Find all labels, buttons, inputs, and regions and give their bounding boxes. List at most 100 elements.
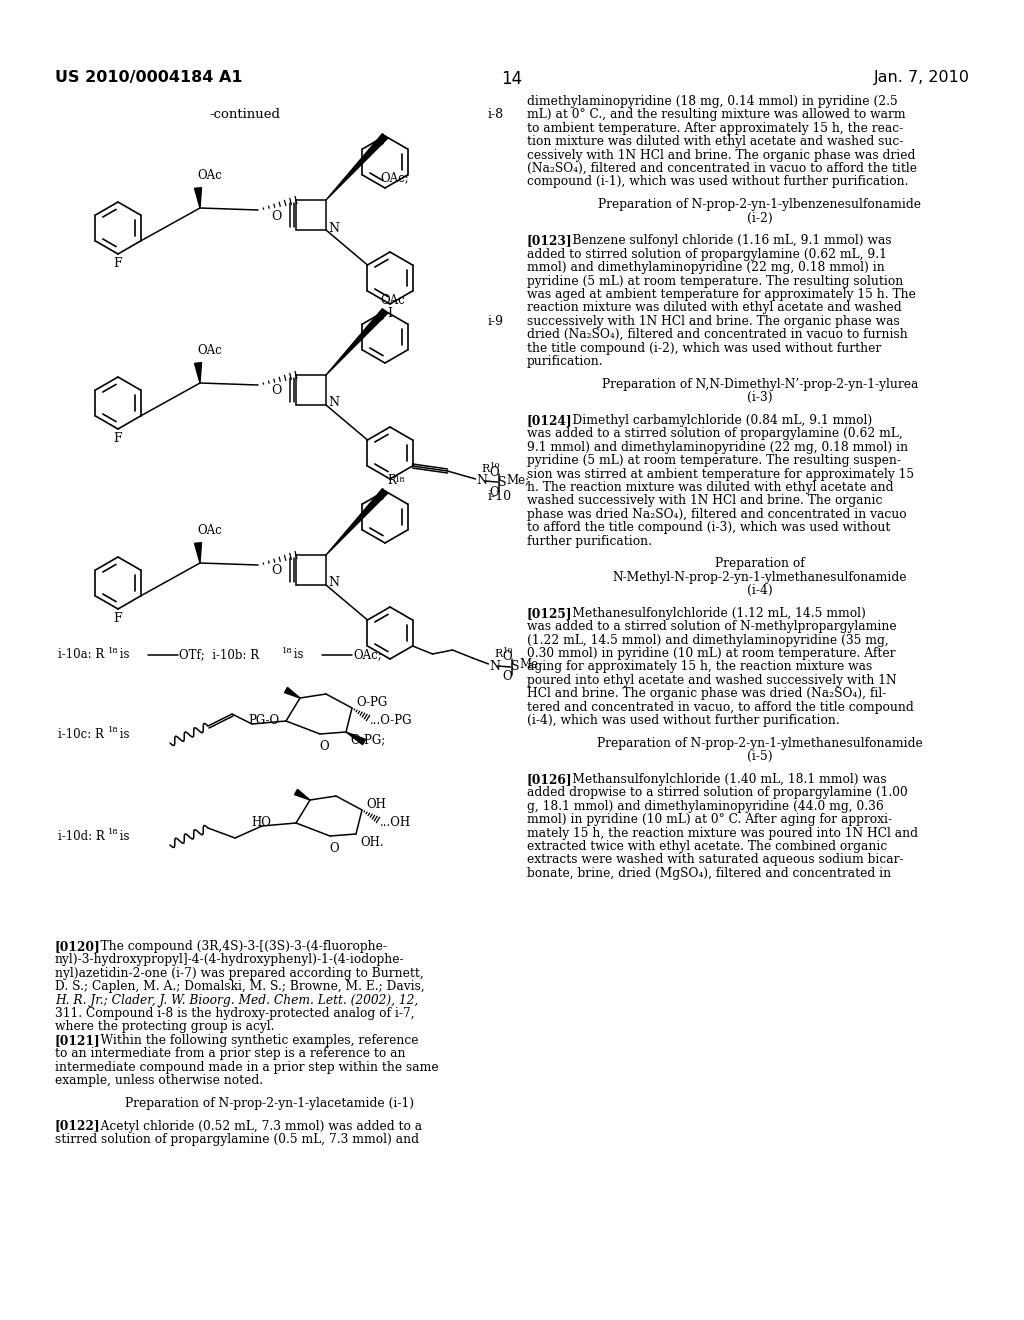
Text: (Na₂SO₄), filtered and concentrated in vacuo to afford the title: (Na₂SO₄), filtered and concentrated in v… [527,162,918,176]
Text: sion was stirred at ambient temperature for approximately 15: sion was stirred at ambient temperature … [527,467,914,480]
Text: OH.: OH. [360,836,384,849]
Text: O: O [270,210,282,223]
Text: is: is [116,829,129,842]
Text: the title compound (i-2), which was used without further: the title compound (i-2), which was used… [527,342,882,355]
Text: tered and concentrated in vacuo, to afford the title compound: tered and concentrated in vacuo, to affo… [527,701,913,714]
Text: mmol) in pyridine (10 mL) at 0° C. After aging for approxi-: mmol) in pyridine (10 mL) at 0° C. After… [527,813,892,826]
Text: 10: 10 [503,647,513,655]
Text: reaction mixture was diluted with ethyl acetate and washed: reaction mixture was diluted with ethyl … [527,301,901,314]
Text: O: O [329,842,339,855]
Text: i-10a: R: i-10a: R [58,648,104,661]
Text: F: F [114,432,122,445]
Text: N: N [328,222,339,235]
Text: OH: OH [366,799,386,812]
Text: 18: 18 [108,647,119,655]
Polygon shape [326,488,387,554]
Text: R: R [387,474,396,487]
Text: 18: 18 [282,647,293,655]
Text: Benzene sulfonyl chloride (1.16 mL, 9.1 mmol) was: Benzene sulfonyl chloride (1.16 mL, 9.1 … [557,235,892,247]
Text: OAc: OAc [380,294,404,308]
Text: ...OH: ...OH [380,816,411,829]
Text: S: S [498,475,506,488]
Text: Dimethyl carbamylchloride (0.84 mL, 9.1 mmol): Dimethyl carbamylchloride (0.84 mL, 9.1 … [557,414,872,426]
Text: OAc;: OAc; [353,648,382,661]
Text: Methansulfonylchloride (1.40 mL, 18.1 mmol) was: Methansulfonylchloride (1.40 mL, 18.1 mm… [557,774,887,785]
Text: O: O [503,671,512,684]
Text: N-Methyl-N-prop-2-yn-1-ylmethanesulfonamide: N-Methyl-N-prop-2-yn-1-ylmethanesulfonam… [612,570,907,583]
Text: O-PG;: O-PG; [350,734,385,747]
Polygon shape [195,543,202,564]
Text: h. The reaction mixture was diluted with ethyl acetate and: h. The reaction mixture was diluted with… [527,480,894,494]
Text: -continued: -continued [210,108,281,121]
Polygon shape [295,789,310,800]
Text: intermediate compound made in a prior step within the same: intermediate compound made in a prior st… [55,1060,438,1073]
Text: was added to a stirred solution of propargylamine (0.62 mL,: was added to a stirred solution of propa… [527,428,903,441]
Text: dried (Na₂SO₄), filtered and concentrated in vacuo to furnish: dried (Na₂SO₄), filtered and concentrate… [527,329,907,341]
Text: (i-2): (i-2) [748,211,773,224]
Text: (i-4), which was used without further purification.: (i-4), which was used without further pu… [527,714,840,727]
Text: was added to a stirred solution of N-methylpropargylamine: was added to a stirred solution of N-met… [527,620,897,634]
Polygon shape [326,309,387,375]
Text: H. R. Jr.; Clader, J. W. Bioorg. Med. Chem. Lett. (2002), 12,: H. R. Jr.; Clader, J. W. Bioorg. Med. Ch… [55,994,418,1007]
Text: added to stirred solution of propargylamine (0.62 mL, 9.1: added to stirred solution of propargylam… [527,248,887,261]
Text: F: F [114,257,122,271]
Text: Preparation of N-prop-2-yn-1-ylacetamide (i-1): Preparation of N-prop-2-yn-1-ylacetamide… [125,1097,415,1110]
Text: g, 18.1 mmol) and dimethylaminopyridine (44.0 mg, 0.36: g, 18.1 mmol) and dimethylaminopyridine … [527,800,884,813]
Text: to an intermediate from a prior step is a reference to an: to an intermediate from a prior step is … [55,1047,406,1060]
Text: further purification.: further purification. [527,535,652,548]
Text: 311. Compound i-8 is the hydroxy-protected analog of i-7,: 311. Compound i-8 is the hydroxy-protect… [55,1007,415,1020]
Text: HO: HO [251,817,271,829]
Text: S: S [511,660,519,673]
Text: is: is [116,727,129,741]
Text: 9.1 mmol) and dimethylaminopyridine (22 mg, 0.18 mmol) in: 9.1 mmol) and dimethylaminopyridine (22 … [527,441,908,454]
Text: phase was dried Na₂SO₄), filtered and concentrated in vacuo: phase was dried Na₂SO₄), filtered and co… [527,508,906,520]
Text: stirred solution of propargylamine (0.5 mL, 7.3 mmol) and: stirred solution of propargylamine (0.5 … [55,1133,419,1146]
Text: mmol) and dimethylaminopyridine (22 mg, 0.18 mmol) in: mmol) and dimethylaminopyridine (22 mg, … [527,261,885,275]
Text: 14: 14 [502,70,522,88]
Text: Jan. 7, 2010: Jan. 7, 2010 [874,70,970,84]
Text: i-9: i-9 [488,315,504,327]
Text: Me: Me [519,659,539,672]
Text: 18: 18 [108,726,119,734]
Text: example, unless otherwise noted.: example, unless otherwise noted. [55,1074,263,1086]
Text: Methanesulfonylchloride (1.12 mL, 14.5 mmol): Methanesulfonylchloride (1.12 mL, 14.5 m… [557,607,866,620]
Text: The compound (3R,4S)-3-[(3S)-3-(4-fluorophe-: The compound (3R,4S)-3-[(3S)-3-(4-fluoro… [85,940,387,953]
Text: O: O [489,466,499,479]
Text: tion mixture was diluted with ethyl acetate and washed suc-: tion mixture was diluted with ethyl acet… [527,135,903,148]
Text: [0123]: [0123] [527,235,572,247]
Text: Acetyl chloride (0.52 mL, 7.3 mmol) was added to a: Acetyl chloride (0.52 mL, 7.3 mmol) was … [85,1119,423,1133]
Text: 18: 18 [395,477,406,484]
Text: [0121]: [0121] [55,1034,100,1047]
Text: aging for approximately 15 h, the reaction mixture was: aging for approximately 15 h, the reacti… [527,660,872,673]
Text: i-10: i-10 [488,490,512,503]
Text: Preparation of N-prop-2-yn-1-ylbenzenesulfonamide: Preparation of N-prop-2-yn-1-ylbenzenesu… [598,198,922,211]
Text: purification.: purification. [527,355,603,368]
Text: successively with 1N HCl and brine. The organic phase was: successively with 1N HCl and brine. The … [527,314,900,327]
Text: where the protecting group is acyl.: where the protecting group is acyl. [55,1020,274,1034]
Text: 0.30 mmol) in pyridine (10 mL) at room temperature. After: 0.30 mmol) in pyridine (10 mL) at room t… [527,647,896,660]
Text: ...O-PG: ...O-PG [370,714,413,726]
Text: to afford the title compound (i-3), which was used without: to afford the title compound (i-3), whic… [527,521,891,535]
Text: (i-4): (i-4) [748,583,773,597]
Text: R: R [481,465,489,474]
Text: OAc: OAc [197,345,222,356]
Text: [0124]: [0124] [527,414,572,426]
Text: (i-5): (i-5) [748,750,773,763]
Text: D. S.; Caplen, M. A.; Domalski, M. S.; Browne, M. E.; Davis,: D. S.; Caplen, M. A.; Domalski, M. S.; B… [55,981,425,993]
Text: poured into ethyl acetate and washed successively with 1N: poured into ethyl acetate and washed suc… [527,675,897,686]
Text: 10: 10 [489,462,500,470]
Text: N: N [328,396,339,409]
Text: [0122]: [0122] [55,1119,100,1133]
Text: i-10c: R: i-10c: R [58,727,103,741]
Text: HCl and brine. The organic phase was dried (Na₂SO₄), fil-: HCl and brine. The organic phase was dri… [527,688,887,701]
Text: pyridine (5 mL) at room temperature. The resulting suspen-: pyridine (5 mL) at room temperature. The… [527,454,901,467]
Polygon shape [195,187,202,209]
Polygon shape [285,688,300,698]
Text: OAc: OAc [197,169,222,182]
Text: O: O [319,741,329,752]
Text: 18: 18 [108,828,119,836]
Text: Preparation of N-prop-2-yn-1-ylmethanesulfonamide: Preparation of N-prop-2-yn-1-ylmethanesu… [597,737,923,750]
Text: compound (i-1), which was used without further purification.: compound (i-1), which was used without f… [527,176,908,189]
Text: US 2010/0004184 A1: US 2010/0004184 A1 [55,70,243,84]
Text: (i-3): (i-3) [748,391,773,404]
